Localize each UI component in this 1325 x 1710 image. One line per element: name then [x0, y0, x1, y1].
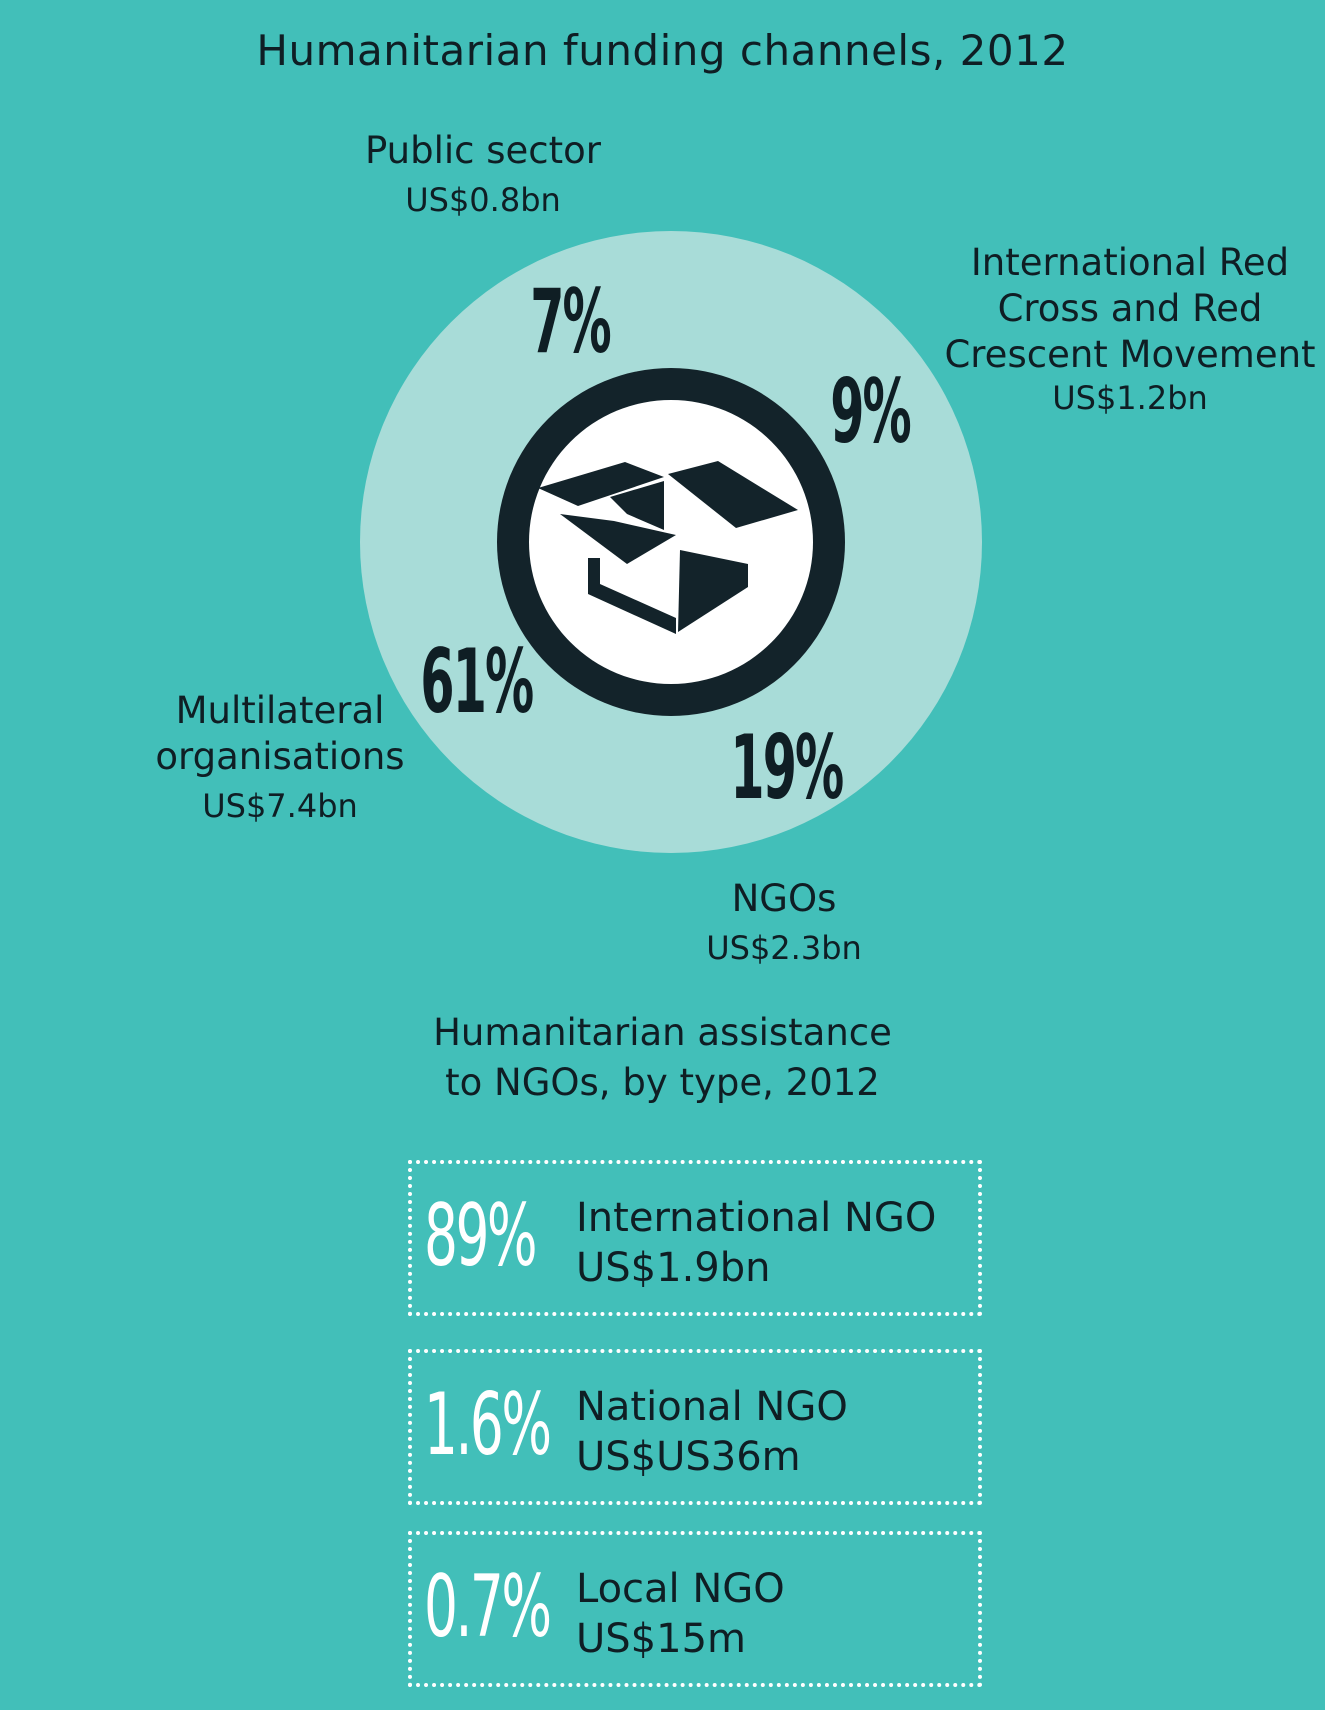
ngo-type-name: National NGO [576, 1384, 848, 1430]
ngo-type-percent: 89% [424, 1186, 538, 1286]
segment-value: US$2.3bn [706, 929, 862, 967]
segment-name-line: Crescent Movement [944, 333, 1316, 376]
open-box-icon [538, 461, 798, 634]
segment-label-public-sector: Public sector US$0.8bn [333, 128, 633, 220]
percent-label-multilateral: 61% [420, 630, 534, 733]
segment-label-red-cross: International Red Cross and Red Crescent… [930, 240, 1325, 418]
ngo-type-card-local: 0.7% Local NGO US$15m [408, 1531, 982, 1687]
ngo-type-value: US$15m [576, 1616, 746, 1662]
ngo-type-value: US$1.9bn [576, 1245, 771, 1291]
ngo-types-subtitle: Humanitarian assistance to NGOs, by type… [0, 1008, 1325, 1108]
chart-title: Humanitarian funding channels, 2012 [256, 26, 1069, 75]
segment-name: Public sector [364, 129, 601, 172]
ngo-type-percent: 0.7% [424, 1557, 552, 1657]
percent-label-red-cross: 9% [830, 360, 911, 463]
percent-label-ngos: 19% [730, 716, 844, 819]
subtitle-line: Humanitarian assistance [433, 1011, 892, 1054]
percent-label-public-sector: 7% [530, 270, 611, 373]
segment-value: US$1.2bn [1052, 379, 1208, 417]
inner-white-circle [529, 400, 813, 684]
segment-name: NGOs [731, 877, 837, 920]
ngo-type-card-national: 1.6% National NGO US$US36m [408, 1349, 982, 1505]
ngo-type-value: US$US36m [576, 1434, 801, 1480]
ngo-type-name: Local NGO [576, 1566, 785, 1612]
segment-value: US$7.4bn [202, 787, 358, 825]
segment-name-line: International Red [970, 241, 1290, 284]
segment-name-line: organisations [155, 735, 405, 778]
segment-name-line: Multilateral [175, 689, 385, 732]
ngo-type-card-international: 89% International NGO US$1.9bn [408, 1160, 982, 1316]
segment-label-ngos: NGOs US$2.3bn [634, 876, 934, 968]
segment-label-multilateral: Multilateral organisations US$7.4bn [130, 688, 430, 826]
subtitle-line: to NGOs, by type, 2012 [445, 1061, 880, 1104]
segment-name-line: Cross and Red [997, 287, 1263, 330]
ngo-type-name: International NGO [576, 1195, 937, 1241]
segment-value: US$0.8bn [405, 181, 561, 219]
ngo-type-percent: 1.6% [424, 1375, 552, 1475]
